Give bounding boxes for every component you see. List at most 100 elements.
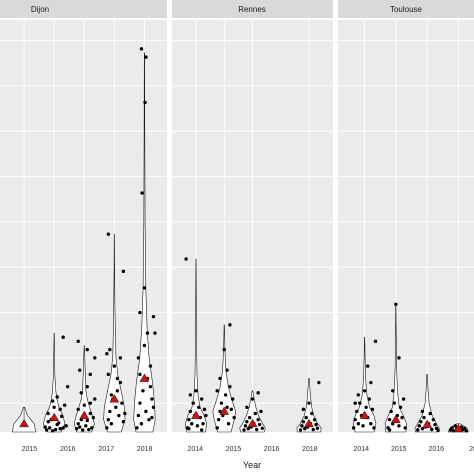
mean-marker-2014 [359, 410, 370, 419]
x-tick-label: 2014 [354, 446, 370, 453]
data-point [242, 428, 246, 432]
data-point [187, 417, 191, 422]
mean-marker-2014 [19, 418, 29, 428]
data-point [246, 427, 250, 431]
x-tick-label: 2015 [391, 446, 407, 453]
data-point [353, 401, 357, 405]
data-point [433, 422, 437, 427]
x-tick-label: 2016 [429, 446, 445, 453]
data-point [387, 417, 392, 422]
data-point [142, 286, 147, 290]
data-point [150, 415, 154, 420]
data-point [59, 414, 64, 419]
data-point [136, 356, 141, 360]
data-point [121, 269, 126, 274]
data-point [109, 422, 114, 426]
data-point [256, 417, 260, 422]
data-point [141, 389, 145, 393]
data-point [243, 424, 248, 428]
panel-background [338, 20, 474, 432]
mean-marker-2018 [304, 418, 314, 428]
data-point [78, 425, 82, 429]
data-point [139, 422, 144, 426]
data-point [397, 356, 401, 360]
strip-label-toulouse: Toulouse [390, 5, 423, 14]
data-point [56, 421, 61, 425]
data-point [109, 393, 114, 397]
data-point [93, 356, 97, 360]
data-point [78, 368, 82, 372]
data-point [84, 424, 88, 428]
data-point [50, 399, 55, 403]
data-point [232, 415, 236, 420]
data-point [106, 372, 111, 377]
data-point [187, 427, 191, 431]
data-point [401, 397, 406, 401]
data-point [255, 427, 259, 432]
strip-label-rennes: Rennes [238, 5, 266, 14]
data-point [398, 405, 403, 409]
data-point [138, 372, 142, 377]
x-axis-title: Year [243, 460, 261, 470]
data-point [260, 426, 265, 430]
data-point [115, 389, 120, 393]
data-point [310, 411, 314, 416]
strip-background [0, 0, 167, 18]
data-point [53, 427, 58, 432]
data-point [317, 380, 321, 385]
data-point [153, 331, 157, 335]
x-tick-label: 20 [469, 446, 474, 453]
data-point [150, 397, 154, 401]
data-point [356, 422, 361, 426]
data-point [64, 424, 68, 428]
data-point [188, 409, 193, 414]
data-point [145, 331, 150, 335]
data-point [76, 422, 80, 426]
data-point [93, 397, 97, 401]
panel-marks [172, 20, 333, 433]
data-point [85, 418, 89, 423]
x-tick-label: 2018 [302, 446, 318, 453]
data-point [422, 415, 426, 420]
data-point [245, 420, 249, 424]
data-point [229, 407, 234, 412]
data-point [194, 389, 198, 393]
mean-marker-2015 [390, 414, 401, 423]
data-point [90, 426, 94, 430]
data-point [118, 380, 123, 385]
data-point [307, 401, 311, 405]
mean-marker-2016 [422, 419, 432, 428]
data-point [362, 389, 367, 393]
data-point [184, 257, 188, 261]
mean-marker-2016 [247, 418, 258, 428]
data-point [417, 424, 421, 428]
data-point [300, 424, 304, 428]
data-point [450, 426, 454, 430]
data-point [256, 391, 260, 395]
x-tick-label: 2017 [98, 446, 114, 453]
data-point [304, 415, 308, 420]
data-point [253, 411, 258, 416]
data-point [76, 407, 80, 412]
data-point [197, 405, 201, 409]
data-point [355, 409, 359, 414]
data-point [106, 232, 111, 236]
data-point [311, 427, 315, 432]
mean-marker-2015 [219, 406, 230, 415]
data-point [112, 364, 117, 368]
data-point [225, 405, 229, 409]
data-point [453, 424, 457, 428]
violin-2016 [414, 373, 440, 433]
data-point [215, 426, 219, 430]
data-point [76, 339, 80, 344]
data-point [191, 401, 195, 405]
mean-marker-2014 [191, 410, 201, 419]
data-point [58, 427, 62, 431]
data-point [259, 409, 263, 414]
data-point [87, 427, 91, 432]
violin-2015 [43, 332, 66, 433]
data-point [47, 426, 52, 430]
data-point [387, 428, 392, 432]
data-point [50, 429, 55, 433]
data-point [144, 55, 148, 59]
